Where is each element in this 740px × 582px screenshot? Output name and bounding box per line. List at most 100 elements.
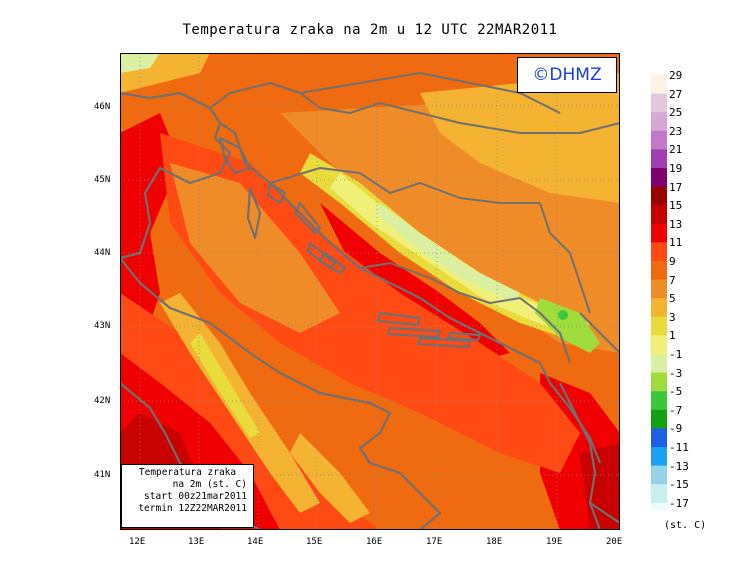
border-hungary bbox=[299, 72, 561, 114]
border-croatia-bosnia bbox=[269, 167, 540, 204]
y-axis-label-42n: 42N bbox=[94, 396, 111, 406]
country-borders bbox=[209, 72, 620, 364]
y-axis-label-41n: 41N bbox=[94, 470, 111, 480]
legend-label-1: 1 bbox=[669, 329, 676, 343]
legend-swatch-29 bbox=[651, 75, 667, 95]
legend-swatch-23 bbox=[651, 130, 667, 150]
cold-peaks bbox=[375, 203, 520, 303]
legend-label-3: 3 bbox=[669, 310, 676, 324]
legend-label-minus9: -9 bbox=[669, 422, 683, 436]
y-axis-label-46n: 46N bbox=[94, 102, 111, 112]
legend-swatch-minus15 bbox=[651, 484, 667, 504]
temperature-map bbox=[120, 53, 620, 530]
istria bbox=[218, 136, 252, 175]
legend-label-29: 29 bbox=[669, 69, 683, 82]
x-axis-label-15e: 15E bbox=[306, 537, 323, 547]
legend-label-minus3: -3 bbox=[669, 366, 683, 380]
legend-label-19: 19 bbox=[669, 162, 683, 175]
legend-label-27: 27 bbox=[669, 87, 683, 101]
legend-swatch-minus9 bbox=[651, 428, 667, 448]
island-hvar bbox=[386, 326, 442, 339]
legend-label-5: 5 bbox=[669, 292, 676, 306]
legend-swatch-13 bbox=[651, 223, 667, 243]
legend-unit: (st. C) bbox=[664, 520, 707, 531]
south-italy-cool bbox=[290, 433, 370, 523]
legend-label-minus11: -11 bbox=[669, 441, 689, 454]
sea-north-mid bbox=[170, 163, 340, 333]
warm-coast-dalmatia bbox=[320, 203, 510, 358]
legend-label-minus1: -1 bbox=[669, 348, 683, 361]
island-pag bbox=[293, 201, 322, 235]
legend-swatch-minus13 bbox=[651, 465, 667, 485]
x-axis-label-13e: 13E bbox=[188, 537, 205, 547]
legend-swatch-17 bbox=[651, 186, 667, 206]
island-korcula bbox=[416, 336, 472, 349]
italy-apennine-peaks bbox=[190, 333, 260, 438]
island-kornati bbox=[318, 251, 347, 275]
x-axis-label-18e: 18E bbox=[486, 537, 503, 547]
legend-label-13: 13 bbox=[669, 217, 683, 231]
y-axis-label-43n: 43N bbox=[94, 321, 111, 331]
border-serbia bbox=[539, 202, 591, 314]
legend-label-minus7: -7 bbox=[669, 403, 683, 417]
x-axis-label-17e: 17E bbox=[426, 537, 443, 547]
legend-swatch-minus11 bbox=[651, 447, 667, 467]
border-north bbox=[379, 102, 620, 134]
info-line-2: na 2m (st. C) bbox=[172, 479, 247, 490]
y-axis-label-44n: 44N bbox=[94, 248, 111, 258]
map-title: Temperatura zraka na 2m u 12 UTC 22MAR20… bbox=[182, 22, 558, 38]
coldest-peaks bbox=[535, 298, 600, 353]
x-axis-label-20e: 20E bbox=[606, 537, 623, 547]
island-mljet bbox=[446, 331, 482, 342]
legend-label-11: 11 bbox=[669, 236, 683, 250]
legend-label-minus17: -17 bbox=[669, 496, 689, 510]
map-frame bbox=[120, 53, 620, 530]
legend-label-7: 7 bbox=[669, 273, 676, 287]
coldest-spot bbox=[558, 310, 568, 320]
legend-swatch-19 bbox=[651, 168, 667, 188]
x-axis-label-14e: 14E bbox=[247, 537, 264, 547]
legend-label-17: 17 bbox=[669, 180, 683, 194]
legend-swatch-15 bbox=[651, 205, 667, 225]
cooler-zone-ne bbox=[420, 73, 620, 203]
legend-label-23: 23 bbox=[669, 124, 683, 138]
croatia-coast bbox=[219, 122, 602, 464]
border-bosnia-south bbox=[359, 262, 521, 304]
info-box: Temperatura zraka na 2m (st. C) start 00… bbox=[121, 464, 254, 528]
legend-swatch-7 bbox=[651, 279, 667, 299]
greece-nw bbox=[589, 502, 620, 524]
legend-swatch-21 bbox=[651, 149, 667, 169]
legend-swatch-minus5 bbox=[651, 391, 667, 411]
x-axis-label-16e: 16E bbox=[366, 537, 383, 547]
legend-label-21: 21 bbox=[669, 143, 683, 157]
x-axis-label-12e: 12E bbox=[129, 537, 146, 547]
legend-swatch-minus7 bbox=[651, 409, 667, 429]
legend-label-15: 15 bbox=[669, 199, 683, 213]
dhmz-logo: ©DHMZ bbox=[517, 57, 617, 93]
legend-label-minus15: -15 bbox=[669, 478, 689, 492]
island-cres bbox=[246, 186, 262, 240]
legend-label-9: 9 bbox=[669, 255, 676, 268]
legend-swatch-minus17 bbox=[651, 502, 667, 511]
legend-swatch-minus3 bbox=[651, 372, 667, 392]
border-montenegro bbox=[519, 297, 571, 364]
legend-swatch-25 bbox=[651, 112, 667, 132]
island-brac bbox=[376, 311, 422, 327]
albania-coast bbox=[559, 382, 602, 530]
coastlines bbox=[120, 91, 620, 530]
island-krk bbox=[266, 181, 287, 205]
y-axis-label-45n: 45N bbox=[94, 175, 111, 185]
info-line-4: termin 12Z22MAR2011 bbox=[138, 503, 247, 514]
info-line-1: Temperatura zraka bbox=[138, 467, 237, 478]
legend-swatch-3 bbox=[651, 316, 667, 336]
italy-adriatic-coast bbox=[120, 257, 442, 530]
grid-lines bbox=[120, 53, 620, 530]
hot-zone-se bbox=[580, 443, 620, 530]
legend-swatch-11 bbox=[651, 242, 667, 262]
legend-swatch-1 bbox=[651, 335, 667, 355]
border-kosovo bbox=[579, 312, 620, 354]
legend-label-minus13: -13 bbox=[669, 459, 689, 473]
alps-colder bbox=[120, 53, 160, 73]
legend-label-minus5: -5 bbox=[669, 385, 683, 399]
x-axis-label-19e: 19E bbox=[546, 537, 563, 547]
